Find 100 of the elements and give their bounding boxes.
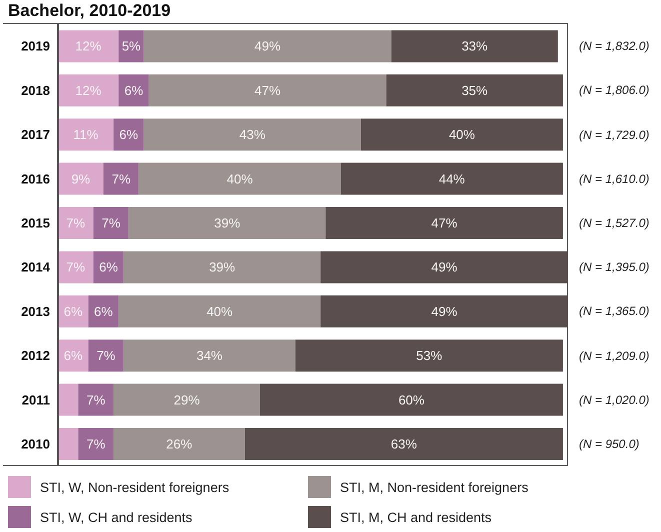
text: (N = 950.0) <box>579 436 640 451</box>
data-label: 7% <box>86 392 106 408</box>
bar <box>114 428 245 460</box>
bar <box>93 206 129 239</box>
bar <box>260 384 563 416</box>
bar <box>88 340 124 372</box>
text: (N = 1,832.0) <box>579 39 650 54</box>
bar <box>118 74 149 106</box>
data-label: 49% <box>431 260 458 275</box>
data-label: 26% <box>166 436 193 452</box>
bar <box>78 384 114 416</box>
data-label: 11% <box>73 127 99 142</box>
y-tick-label: 2017 <box>21 127 50 142</box>
data-label: 6% <box>119 127 139 142</box>
data-label: 29% <box>174 392 200 408</box>
text: (N = 1,395.0) <box>579 260 650 274</box>
bar <box>58 384 78 416</box>
data-label: 35% <box>462 82 488 98</box>
bar <box>244 428 563 460</box>
bar <box>360 118 563 151</box>
data-label: 7% <box>66 215 86 230</box>
bar <box>93 251 124 284</box>
bar <box>103 162 139 195</box>
data-label: 49% <box>431 304 458 319</box>
bar <box>114 384 260 416</box>
text: (N = 1,610.0) <box>579 172 650 186</box>
bar <box>88 295 119 328</box>
text: (N = 1,729.0) <box>579 128 650 142</box>
data-label: 6% <box>94 304 114 319</box>
data-label: 43% <box>239 127 266 142</box>
data-label: 6% <box>64 348 83 364</box>
bar <box>340 162 563 195</box>
bar <box>326 206 563 239</box>
legend-label: STI, M, CH and residents <box>340 510 492 524</box>
bar <box>58 162 104 195</box>
text: (N = 1,527.0) <box>579 216 650 230</box>
text: (N = 1,806.0) <box>579 83 650 98</box>
bar <box>58 206 94 239</box>
bar <box>144 118 361 151</box>
bar <box>386 74 563 106</box>
y-tick-label: 2010 <box>21 436 50 452</box>
data-label: 7% <box>66 260 86 275</box>
bar <box>118 295 321 328</box>
data-label: 63% <box>390 436 418 452</box>
y-tick-label: 2011 <box>22 392 50 408</box>
bar <box>58 74 119 106</box>
data-label: 47% <box>431 215 458 230</box>
data-label: 7% <box>102 215 121 230</box>
bar <box>114 118 144 151</box>
legend-label: STI, M, Non-resident foreigners <box>340 480 528 494</box>
data-label: 34% <box>196 348 223 364</box>
y-tick-label: 2012 <box>21 348 50 364</box>
text: (N = 1,209.0) <box>579 348 650 362</box>
y-tick-label: 2014 <box>21 260 51 275</box>
y-tick-label: 2015 <box>21 216 50 231</box>
y-tick-label: 2018 <box>21 82 50 98</box>
data-label: 40% <box>448 127 476 142</box>
bar <box>78 428 114 460</box>
bar <box>295 340 563 372</box>
data-label: 5% <box>122 38 142 54</box>
data-label: 7% <box>86 436 106 452</box>
bar <box>58 251 94 284</box>
bar <box>391 30 558 62</box>
data-label: 6% <box>64 304 83 319</box>
text: (N = 1,020.0) <box>579 392 650 407</box>
bar <box>128 206 326 239</box>
data-label: 12% <box>75 38 102 54</box>
data-label: 60% <box>398 392 425 408</box>
data-label: 40% <box>226 171 254 186</box>
bar <box>58 428 78 460</box>
text: (N = 1,365.0) <box>579 304 650 318</box>
legend-label: STI, W, CH and residents <box>40 510 192 524</box>
data-label: 44% <box>438 171 466 186</box>
data-label: 7% <box>96 348 116 364</box>
bar <box>118 30 144 62</box>
bar <box>144 30 392 62</box>
bar <box>320 295 568 328</box>
y-tick-label: 2016 <box>21 171 50 186</box>
chart-title: Bachelor, 2010-2019 <box>8 1 171 21</box>
bar <box>58 118 114 151</box>
data-label: 53% <box>416 348 443 364</box>
bar <box>138 162 341 195</box>
bar <box>124 251 321 284</box>
y-tick-label: 2019 <box>21 38 50 54</box>
data-label: 47% <box>254 82 281 98</box>
data-label: 33% <box>462 38 488 54</box>
data-label: 6% <box>124 82 144 98</box>
data-label: 39% <box>209 260 236 275</box>
bar <box>58 30 119 62</box>
data-label: 12% <box>75 82 102 98</box>
legend-label: STI, W, Non-resident foreigners <box>40 480 230 494</box>
y-tick-label: 2013 <box>21 304 50 319</box>
data-label: 6% <box>99 260 118 275</box>
data-label: 9% <box>71 171 91 186</box>
data-label: 39% <box>214 215 241 230</box>
data-label: 7% <box>112 171 131 186</box>
data-label: 40% <box>206 304 234 319</box>
bar <box>148 74 386 106</box>
bar <box>320 251 568 284</box>
bar <box>124 340 296 372</box>
